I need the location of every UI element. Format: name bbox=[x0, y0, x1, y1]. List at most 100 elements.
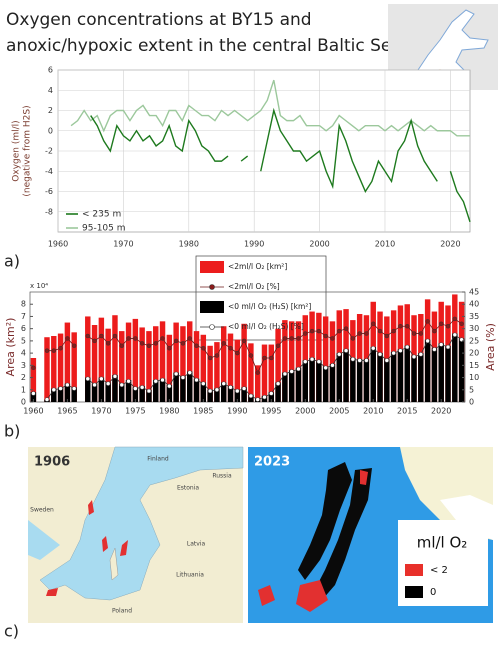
marker bbox=[255, 397, 260, 402]
marker bbox=[44, 348, 50, 353]
marker bbox=[289, 369, 294, 374]
marker bbox=[85, 333, 91, 339]
bar bbox=[44, 337, 50, 402]
marker bbox=[357, 358, 362, 363]
legend-swatch bbox=[405, 586, 423, 598]
bar bbox=[166, 384, 173, 402]
chart-title: anoxic/hypoxic extent in the central Bal… bbox=[6, 36, 402, 56]
bar bbox=[30, 358, 37, 402]
marker bbox=[262, 355, 267, 361]
chart-title: Oxygen concentrations at BY15 and bbox=[6, 10, 312, 30]
y2-tick-label: 15 bbox=[469, 361, 479, 370]
marker bbox=[65, 382, 70, 388]
marker bbox=[207, 388, 213, 394]
legend-swatch bbox=[209, 284, 215, 290]
marker bbox=[384, 358, 390, 363]
marker bbox=[404, 323, 410, 329]
y-tick-label: -6 bbox=[45, 187, 53, 196]
marker bbox=[146, 388, 152, 394]
marker bbox=[418, 331, 424, 336]
bar bbox=[187, 371, 193, 402]
marker bbox=[404, 344, 410, 350]
marker bbox=[248, 393, 254, 399]
x-tick-label: 1985 bbox=[193, 407, 213, 416]
marker bbox=[167, 345, 172, 351]
map-year: 1906 bbox=[34, 455, 70, 470]
plot-area bbox=[29, 291, 466, 403]
legend-swatch bbox=[200, 261, 224, 273]
bar bbox=[180, 376, 186, 402]
bar bbox=[411, 355, 417, 402]
bar bbox=[98, 317, 105, 402]
bar bbox=[153, 326, 159, 402]
marker bbox=[31, 391, 36, 396]
marker bbox=[303, 331, 308, 336]
country-label: Lithuania bbox=[176, 572, 204, 579]
x-tick-label: 1980 bbox=[179, 240, 199, 249]
y-axis-label: Area (km²) bbox=[4, 318, 17, 377]
marker bbox=[418, 352, 424, 357]
bar bbox=[139, 386, 145, 402]
y2-tick-label: 40 bbox=[469, 300, 479, 309]
y-tick-label: 8 bbox=[21, 300, 26, 309]
bar bbox=[159, 378, 166, 402]
bar bbox=[445, 345, 451, 402]
bar bbox=[397, 349, 404, 402]
marker bbox=[343, 326, 349, 331]
bar bbox=[105, 328, 111, 402]
bar bbox=[316, 312, 322, 402]
marker bbox=[445, 344, 451, 350]
bar bbox=[268, 344, 275, 402]
bar bbox=[295, 367, 302, 402]
marker bbox=[241, 386, 247, 391]
y-tick-label: 4 bbox=[48, 86, 53, 95]
y2-tick-label: 0 bbox=[469, 398, 474, 407]
bar bbox=[452, 333, 458, 402]
marker bbox=[452, 332, 458, 338]
marker bbox=[309, 328, 315, 334]
bar bbox=[200, 382, 207, 402]
marker bbox=[194, 377, 199, 383]
bar bbox=[214, 388, 220, 402]
data-line bbox=[90, 107, 471, 223]
y-tick-label: 5 bbox=[21, 336, 26, 345]
bar bbox=[51, 336, 57, 402]
x-tick-label: 1990 bbox=[227, 407, 247, 416]
marker bbox=[316, 359, 322, 364]
bar bbox=[316, 360, 322, 402]
bar bbox=[220, 326, 227, 402]
map-year: 2023 bbox=[254, 455, 290, 470]
y2-tick-label: 10 bbox=[469, 373, 479, 382]
bar bbox=[390, 351, 397, 402]
x-tick-label: 1975 bbox=[125, 407, 145, 416]
bar bbox=[329, 321, 336, 402]
marker bbox=[384, 333, 390, 339]
legend-label: 0 bbox=[430, 587, 436, 598]
x-tick-label: 1970 bbox=[91, 407, 111, 416]
marker bbox=[31, 365, 36, 371]
marker bbox=[139, 341, 145, 346]
bar bbox=[132, 387, 139, 402]
marker bbox=[167, 383, 172, 389]
bar bbox=[200, 334, 207, 402]
marker bbox=[112, 333, 118, 339]
country-label: Poland bbox=[112, 608, 132, 615]
marker bbox=[364, 331, 369, 336]
marker bbox=[282, 336, 288, 341]
bar bbox=[173, 322, 179, 402]
marker bbox=[173, 338, 179, 344]
bar bbox=[268, 392, 275, 402]
bar bbox=[91, 325, 98, 402]
x-tick-label: 2000 bbox=[295, 407, 315, 416]
bar bbox=[234, 339, 241, 402]
marker bbox=[269, 355, 274, 361]
axis-multiplier: x 10⁴ bbox=[30, 282, 48, 290]
bar bbox=[207, 345, 213, 402]
y-tick-label: 6 bbox=[21, 324, 26, 333]
marker bbox=[126, 336, 131, 341]
bar bbox=[248, 394, 254, 402]
bar bbox=[363, 359, 370, 402]
marker bbox=[207, 355, 213, 361]
x-tick-label: 1970 bbox=[113, 240, 133, 249]
marker bbox=[99, 333, 104, 339]
